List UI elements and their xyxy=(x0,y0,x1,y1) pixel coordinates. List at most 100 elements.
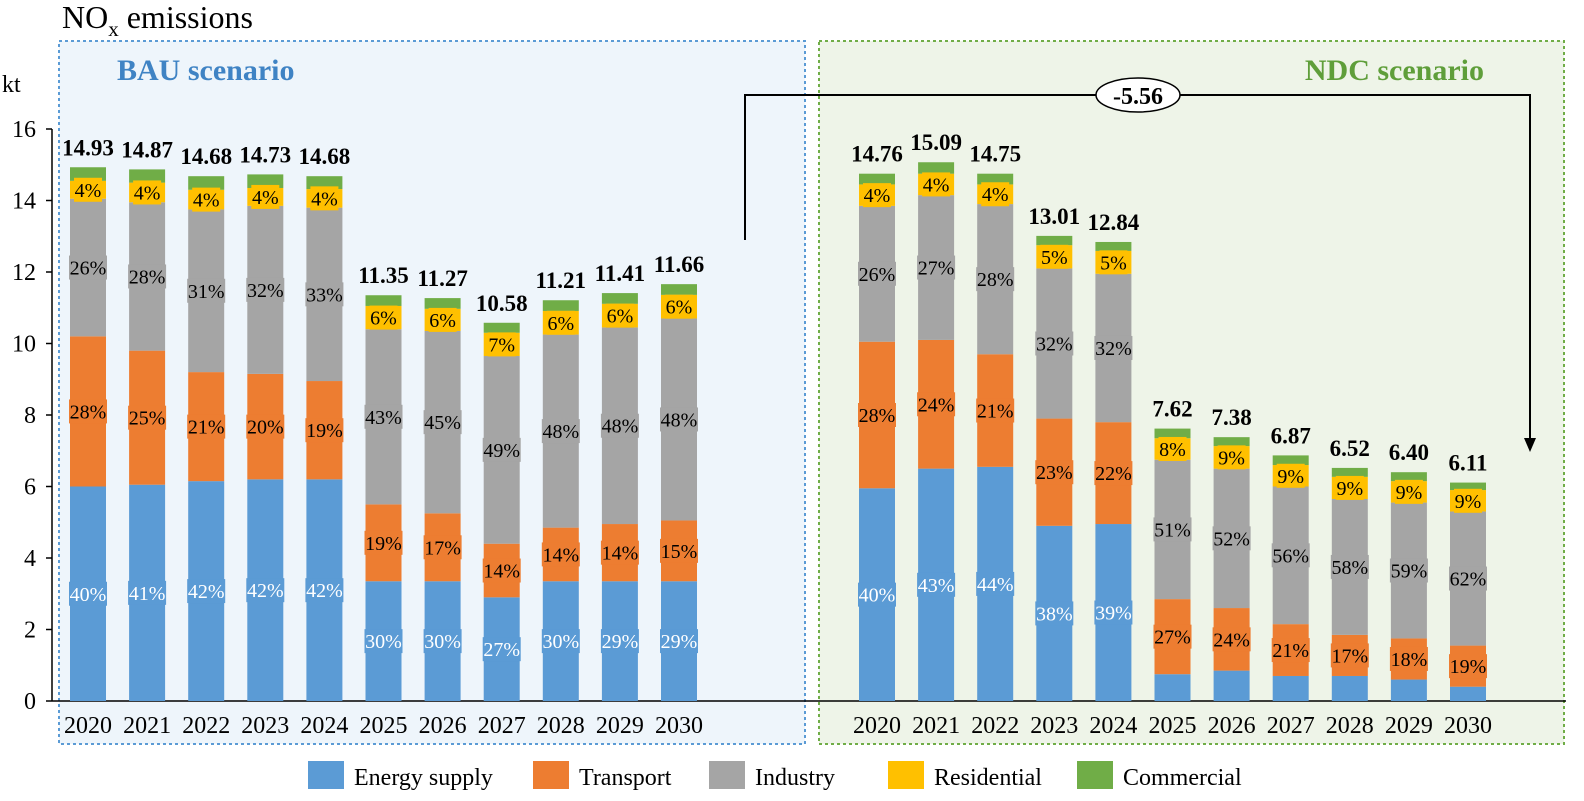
percent-label: 24% xyxy=(1213,629,1250,651)
y-tick-label: 12 xyxy=(12,260,36,286)
percent-label-box xyxy=(1394,479,1423,504)
percent-label-box xyxy=(1035,601,1074,626)
percent-label: 14% xyxy=(542,544,579,566)
bar-segment-commercial xyxy=(859,173,895,185)
percent-label: 18% xyxy=(1391,649,1428,671)
y-tick-label: 16 xyxy=(12,117,36,143)
percent-label: 39% xyxy=(1095,603,1132,625)
percent-label: 28% xyxy=(70,401,107,423)
x-tick-label: 2024 xyxy=(1089,713,1137,739)
percent-label-box xyxy=(1330,643,1369,668)
percent-label: 32% xyxy=(1095,338,1132,360)
x-tick-label: 2030 xyxy=(655,713,703,739)
y-tick-label: 6 xyxy=(24,475,36,501)
percent-label-box xyxy=(541,419,580,444)
chart-title-main: NO xyxy=(62,0,108,35)
percent-label-box xyxy=(1153,624,1192,649)
percent-label-box xyxy=(423,629,462,654)
y-tick-label: 8 xyxy=(24,403,36,429)
bar-total-label: 14.76 xyxy=(851,142,903,167)
percent-label-box xyxy=(600,629,639,654)
percent-label: 49% xyxy=(483,440,520,462)
percent-label-box xyxy=(917,572,956,597)
bar-total-label: 7.62 xyxy=(1152,397,1192,422)
percent-label-box xyxy=(482,437,521,462)
percent-label-box xyxy=(665,294,693,319)
percent-label: 4% xyxy=(864,185,891,207)
ndc-scenario-label: NDC scenario xyxy=(1305,54,1484,87)
percent-label: 31% xyxy=(188,281,225,303)
bar-segment-commercial xyxy=(661,284,697,295)
percent-label: 4% xyxy=(134,182,161,204)
percent-label: 4% xyxy=(193,190,220,212)
percent-label: 45% xyxy=(424,412,461,434)
percent-label-box xyxy=(605,303,634,328)
bar-segment-commercial xyxy=(424,298,461,309)
percent-label-box xyxy=(423,535,462,560)
x-tick-label: 2027 xyxy=(1267,713,1315,739)
percent-label-box xyxy=(69,255,107,280)
bar-segment-energy-supply xyxy=(1450,686,1486,701)
percent-label-box xyxy=(600,540,639,565)
percent-label-box xyxy=(69,581,107,606)
percent-label: 30% xyxy=(424,631,461,653)
percent-label: 14% xyxy=(602,543,639,565)
percent-label: 48% xyxy=(602,416,639,438)
percent-label-box xyxy=(546,310,575,335)
bar-segment-energy-supply xyxy=(1272,675,1309,701)
percent-label-box xyxy=(74,177,102,202)
percent-label: 48% xyxy=(542,421,579,443)
bar-segment-commercial xyxy=(1154,428,1191,439)
percent-label: 4% xyxy=(252,187,279,209)
bar-segment-commercial xyxy=(1390,472,1427,482)
percent-label: 19% xyxy=(306,420,343,442)
percent-label-box xyxy=(1035,331,1074,356)
bar-total-label: 11.41 xyxy=(595,261,645,286)
percent-label-box xyxy=(369,305,398,330)
bar-total-label: 15.09 xyxy=(910,130,962,155)
percent-label: 52% xyxy=(1213,528,1250,550)
percent-label: 28% xyxy=(129,266,166,288)
x-tick-label: 2021 xyxy=(912,713,960,739)
bar-segment-commercial xyxy=(918,162,955,174)
percent-label: 19% xyxy=(1450,656,1487,678)
percent-label: 40% xyxy=(859,585,896,607)
percent-label: 42% xyxy=(306,580,343,602)
percent-label: 9% xyxy=(1396,482,1423,504)
bar-total-label: 14.68 xyxy=(180,144,232,169)
percent-label-box xyxy=(917,392,956,417)
percent-label-box xyxy=(1153,517,1192,542)
bar-total-label: 14.75 xyxy=(969,142,1021,167)
percent-label-box xyxy=(1271,543,1310,568)
difference-arrow: -5.56 xyxy=(744,77,1536,452)
bar-segment-commercial xyxy=(1036,235,1073,246)
percent-label: 6% xyxy=(429,310,456,332)
percent-label: 26% xyxy=(70,258,107,280)
x-tick-label: 2024 xyxy=(300,713,348,739)
percent-label-box xyxy=(1217,445,1246,470)
percent-label: 4% xyxy=(923,174,950,196)
percent-label-box xyxy=(1454,488,1482,513)
percent-label: 27% xyxy=(483,639,520,661)
percent-label-box xyxy=(1449,566,1487,591)
percent-label: 19% xyxy=(365,533,402,555)
x-tick-label: 2026 xyxy=(1208,713,1256,739)
bar-segment-commercial xyxy=(483,322,520,333)
percent-label-box xyxy=(858,261,896,286)
percent-label: 17% xyxy=(1331,645,1368,667)
x-tick-label: 2026 xyxy=(419,713,467,739)
percent-label-box xyxy=(858,403,896,427)
percent-label: 5% xyxy=(1041,247,1068,269)
percent-label-box xyxy=(128,580,167,605)
bar-segment-commercial xyxy=(188,176,225,190)
legend-swatch-transport xyxy=(533,761,569,789)
percent-label: 9% xyxy=(1336,478,1363,500)
percent-label-box xyxy=(863,183,891,208)
percent-label-box xyxy=(1330,554,1369,579)
percent-label-box xyxy=(251,184,280,209)
x-tick-label: 2020 xyxy=(64,713,112,739)
x-tick-label: 2029 xyxy=(1385,713,1433,739)
percent-label-box xyxy=(69,399,107,424)
percent-label: 6% xyxy=(666,297,693,319)
